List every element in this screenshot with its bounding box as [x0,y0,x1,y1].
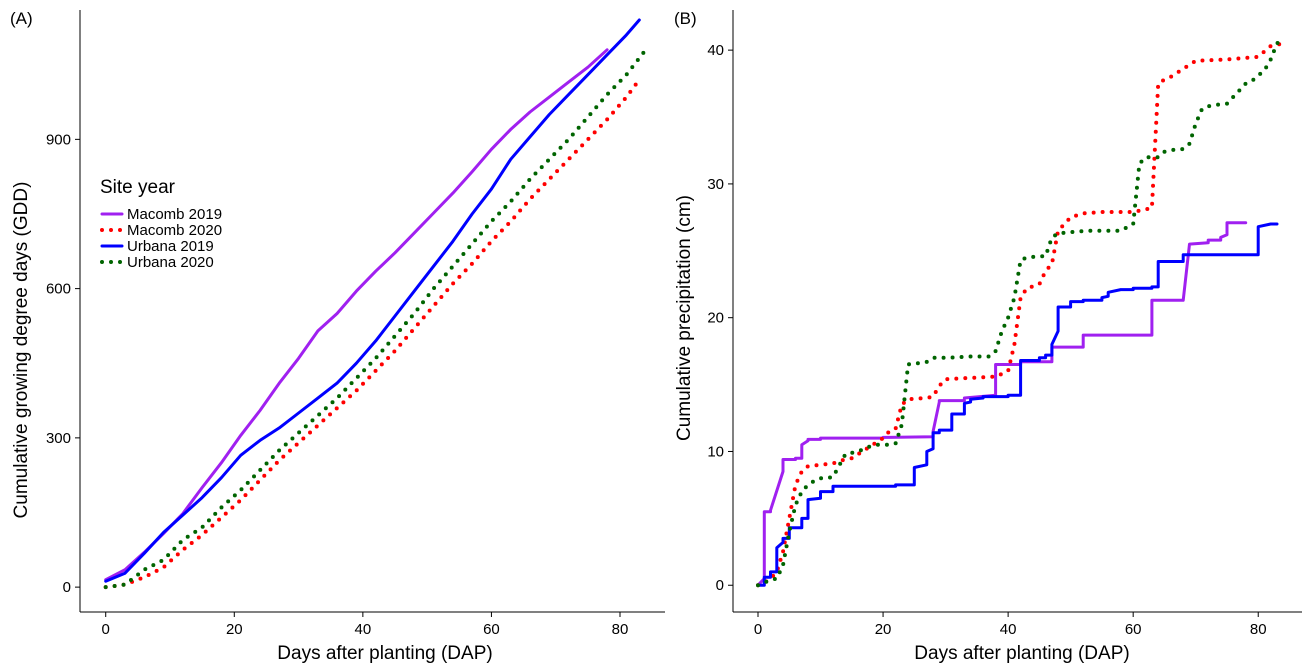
x-tick-label: 0 [102,621,110,638]
x-tick-label: 40 [355,621,372,638]
panel-b-x-axis-title: Days after planting (DAP) [914,643,1129,664]
y-tick-label: 900 [46,131,71,148]
panel-b-label: (B) [674,9,697,28]
series-line-macomb-2020 [103,77,642,590]
panel-b-axes [732,10,1302,613]
y-tick-label: 40 [707,42,724,59]
series-line-macomb-2020 [756,41,1286,588]
series-line-urbana-2019 [104,18,641,583]
x-tick-label: 80 [612,621,629,638]
legend-title: Site year [100,177,176,198]
series-line-urbana-2020 [103,47,648,590]
x-tick-label: 20 [226,621,243,638]
panel-b-y-axis-title: Cumulative precipitation (cm) [674,195,695,441]
series-line-urbana-2020 [756,37,1286,588]
panel-a-y-ticks: 0 300 600 900 [46,131,80,596]
y-tick-label: 10 [707,443,724,460]
y-tick-label: 600 [46,281,71,298]
legend-label-macomb-2020: Macomb 2020 [127,222,222,239]
series-line-macomb-2019 [104,48,609,582]
series-line-urbana-2019 [756,222,1279,587]
panel-a-label: (A) [10,9,33,28]
panel-a-x-ticks: 0 20 40 60 80 [102,612,629,638]
panel-a-legend: Site year Macomb 2019 Macomb 2020 Urbana… [100,177,222,271]
panel-a-chart: (A) 0 20 40 60 80 0 300 600 900 Days after plan… [10,9,665,664]
y-tick-label: 0 [63,579,71,596]
y-tick-label: 0 [716,577,724,594]
panel-a-series [103,18,648,590]
panel-a-y-axis-title: Cumulative growing degree days (GDD) [11,182,32,519]
panel-a-x-axis-title: Days after planting (DAP) [277,643,492,664]
x-tick-label: 0 [754,621,762,638]
y-tick-label: 20 [707,310,724,327]
y-tick-label: 300 [46,430,71,447]
legend-label-macomb-2019: Macomb 2019 [127,206,222,223]
y-tick-label: 30 [707,176,724,193]
panel-a-axes [79,10,665,613]
x-tick-label: 80 [1250,621,1267,638]
series-line-macomb-2019 [756,221,1248,587]
x-tick-label: 60 [483,621,500,638]
legend-label-urbana-2019: Urbana 2019 [127,238,214,255]
x-tick-label: 20 [875,621,892,638]
x-tick-label: 60 [1125,621,1142,638]
x-tick-label: 40 [1000,621,1017,638]
panel-b-x-ticks: 0 20 40 60 80 [754,612,1267,638]
panel-b-chart: (B) 0 20 40 60 80 0 10 20 30 40 Days after plant… [674,9,1302,664]
panel-b-series [756,37,1286,588]
legend-label-urbana-2020: Urbana 2020 [127,254,214,271]
panel-b-y-ticks: 0 10 20 30 40 [707,42,733,594]
